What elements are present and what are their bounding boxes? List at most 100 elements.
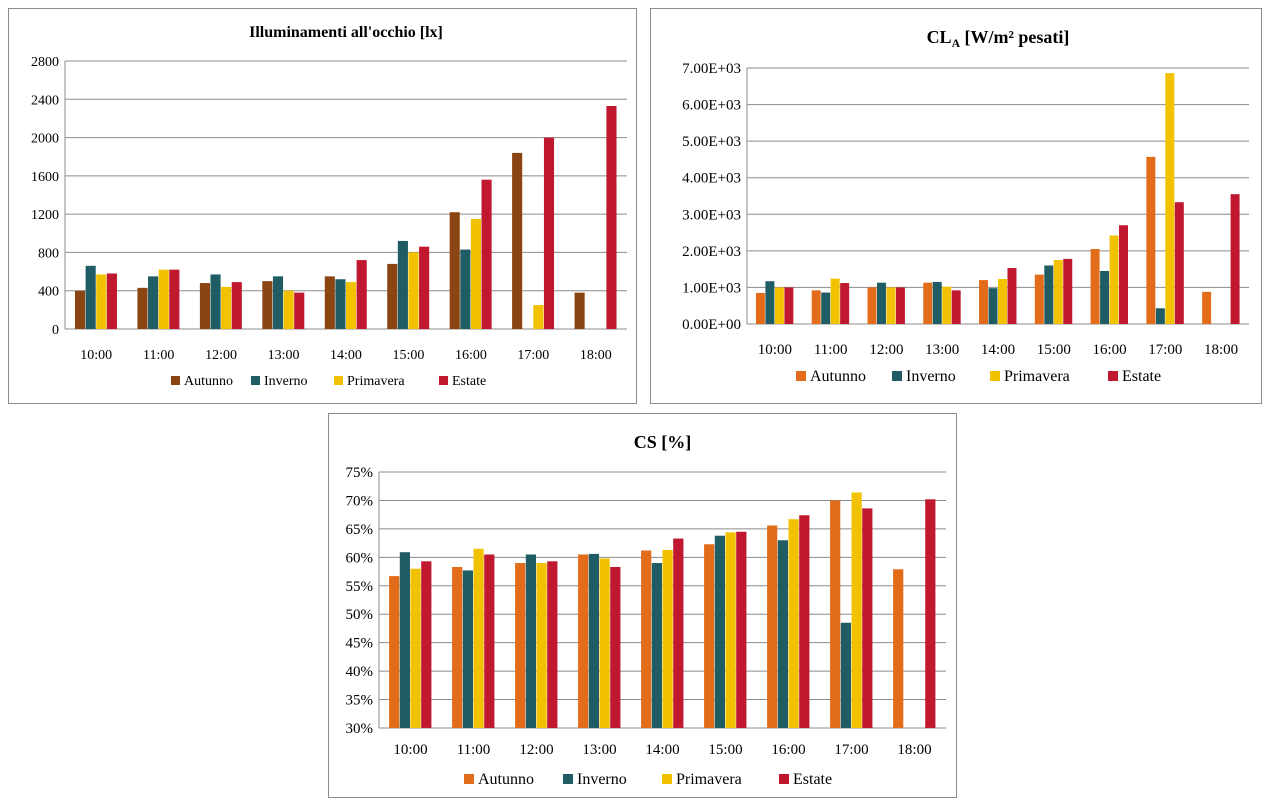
bar-primavera-1600 xyxy=(470,218,482,329)
legend-swatch-inverno xyxy=(251,376,260,385)
bar-estate-1700 xyxy=(543,137,555,329)
bar-primavera-1700 xyxy=(1165,73,1175,325)
bar-inverno-1300 xyxy=(588,553,599,728)
bar-inverno-1000 xyxy=(765,281,775,324)
legend-label-inverno: Inverno xyxy=(577,771,627,788)
bar-autunno-1200 xyxy=(515,563,526,728)
x-tick-label: 12:00 xyxy=(869,342,903,358)
legend-label-autunno: Autunno xyxy=(810,368,866,385)
chart-title: CLA [W/m² pesati] xyxy=(927,27,1070,50)
bar-autunno-1800 xyxy=(893,569,904,728)
bar-estate-1800 xyxy=(606,105,617,329)
bar-estate-1600 xyxy=(1119,225,1129,324)
legend-label-inverno: Inverno xyxy=(264,374,308,389)
bar-primavera-1400 xyxy=(346,282,357,329)
legend-label-primavera: Primavera xyxy=(347,374,405,389)
bar-autunno-1300 xyxy=(262,281,273,329)
bar-inverno-1600 xyxy=(777,540,788,728)
y-tick-label: 6.00E+03 xyxy=(682,98,741,114)
y-tick-label: 1200 xyxy=(31,208,59,223)
y-tick-label: 800 xyxy=(38,246,59,261)
bar-autunno-1100 xyxy=(811,290,821,324)
bar-autunno-1400 xyxy=(979,280,989,324)
bar-primavera-1700 xyxy=(533,305,544,329)
bar-estate-1200 xyxy=(547,561,558,728)
bar-primavera-1100 xyxy=(158,269,169,329)
y-tick-label: 2400 xyxy=(31,93,59,108)
bar-autunno-1200 xyxy=(867,287,877,324)
bar-primavera-1400 xyxy=(998,279,1007,324)
y-tick-label: 2000 xyxy=(31,132,59,147)
y-tick-label: 400 xyxy=(38,285,59,300)
y-tick-label: 4.00E+03 xyxy=(682,171,741,187)
legend-label-estate: Estate xyxy=(452,374,486,389)
bar-inverno-1400 xyxy=(335,279,346,329)
bar-estate-1000 xyxy=(421,561,432,728)
bar-estate-1300 xyxy=(294,292,305,329)
bar-estate-1400 xyxy=(1007,268,1017,324)
bar-inverno-1300 xyxy=(272,276,284,329)
y-tick-label: 0.00E+00 xyxy=(682,317,741,333)
x-tick-label: 16:00 xyxy=(455,348,487,363)
bar-autunno-1300 xyxy=(578,554,589,728)
y-tick-label: 75% xyxy=(346,465,374,481)
bar-estate-1300 xyxy=(951,290,961,324)
bar-primavera-1600 xyxy=(788,519,799,728)
legend-swatch-autunno xyxy=(796,371,806,381)
bar-inverno-1200 xyxy=(876,282,886,324)
x-tick-label: 15:00 xyxy=(708,742,742,758)
bar-primavera-1000 xyxy=(774,287,784,324)
bar-estate-1600 xyxy=(799,515,810,728)
bar-autunno-1700 xyxy=(512,152,523,329)
bar-primavera-1000 xyxy=(410,568,421,728)
y-tick-label: 2800 xyxy=(31,55,59,70)
bar-autunno-1600 xyxy=(449,212,460,329)
legend-label-autunno: Autunno xyxy=(478,771,534,788)
bar-autunno-1600 xyxy=(767,525,778,728)
legend-swatch-estate xyxy=(779,774,789,784)
bar-autunno-1200 xyxy=(199,283,210,329)
x-tick-label: 18:00 xyxy=(897,742,931,758)
bar-inverno-1500 xyxy=(714,535,725,728)
bar-inverno-1700 xyxy=(840,622,851,728)
bar-estate-1800 xyxy=(925,499,936,728)
bar-inverno-1100 xyxy=(821,292,831,324)
y-tick-label: 1600 xyxy=(31,170,59,185)
x-tick-label: 15:00 xyxy=(1037,342,1071,358)
legend-label-inverno: Inverno xyxy=(906,368,956,385)
bar-estate-1000 xyxy=(106,273,117,329)
y-tick-label: 2.00E+03 xyxy=(682,244,741,260)
bar-autunno-1000 xyxy=(755,292,765,324)
x-tick-label: 18:00 xyxy=(1204,342,1238,358)
bar-estate-1100 xyxy=(169,269,180,329)
legend-swatch-primavera xyxy=(334,376,343,385)
bar-primavera-1300 xyxy=(942,286,952,324)
legend-swatch-primavera xyxy=(662,774,672,784)
bar-autunno-1500 xyxy=(1034,274,1044,324)
chart-title: Illuminamenti all'occhio [lx] xyxy=(249,24,443,41)
bar-estate-1800 xyxy=(1230,194,1240,324)
bar-primavera-1100 xyxy=(830,278,840,324)
bar-inverno-1400 xyxy=(988,288,998,324)
y-tick-label: 0 xyxy=(52,323,59,338)
bar-inverno-1500 xyxy=(1044,265,1054,324)
y-tick-label: 50% xyxy=(346,607,374,623)
x-tick-label: 17:00 xyxy=(1148,342,1182,358)
bar-inverno-1700 xyxy=(1155,308,1165,324)
bar-estate-1500 xyxy=(1063,258,1073,324)
bar-inverno-1600 xyxy=(1100,270,1110,324)
x-tick-label: 16:00 xyxy=(771,742,805,758)
chart-title: CS [%] xyxy=(634,432,692,452)
y-tick-label: 30% xyxy=(346,721,374,737)
y-tick-label: 55% xyxy=(346,579,374,595)
bar-inverno-1200 xyxy=(525,554,536,728)
bar-inverno-1600 xyxy=(460,249,471,329)
bar-autunno-1700 xyxy=(1146,156,1156,324)
bar-primavera-1500 xyxy=(1053,260,1063,324)
x-tick-label: 14:00 xyxy=(981,342,1015,358)
x-tick-label: 12:00 xyxy=(519,742,553,758)
bar-estate-1300 xyxy=(610,567,621,728)
y-tick-label: 1.00E+03 xyxy=(682,280,741,296)
bar-autunno-1500 xyxy=(704,544,715,728)
bar-autunno-1500 xyxy=(387,263,398,329)
